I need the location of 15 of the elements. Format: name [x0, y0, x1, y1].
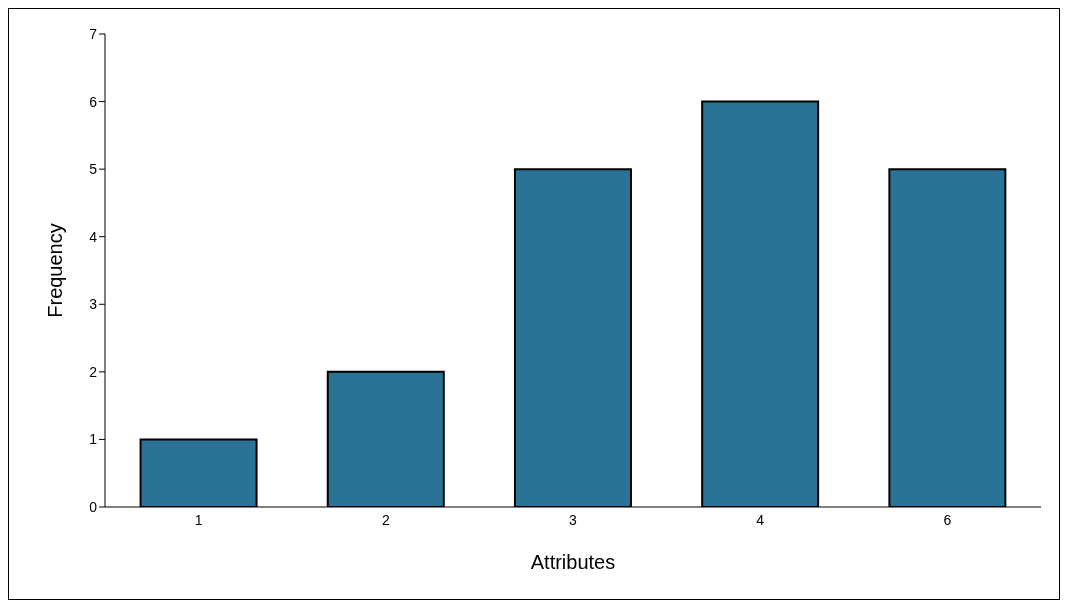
y-tick-label: 1 — [89, 431, 98, 448]
y-tick-label: 3 — [89, 296, 98, 313]
x-tick-label: 6 — [943, 511, 952, 528]
x-tick-label: 2 — [381, 511, 390, 528]
y-axis-title: Frequency — [44, 223, 67, 318]
y-tick-label: 7 — [89, 25, 98, 42]
x-tick-label: 4 — [756, 511, 765, 528]
x-tick-label: 1 — [194, 511, 203, 528]
y-tick-label: 4 — [89, 228, 98, 245]
y-tick-label: 6 — [89, 93, 98, 110]
y-tick-label: 0 — [89, 498, 98, 515]
x-tick-label: 3 — [569, 511, 578, 528]
y-tick-label: 5 — [89, 161, 98, 178]
y-tick-label: 2 — [89, 363, 98, 380]
x-axis-title: Attributes — [530, 551, 616, 573]
